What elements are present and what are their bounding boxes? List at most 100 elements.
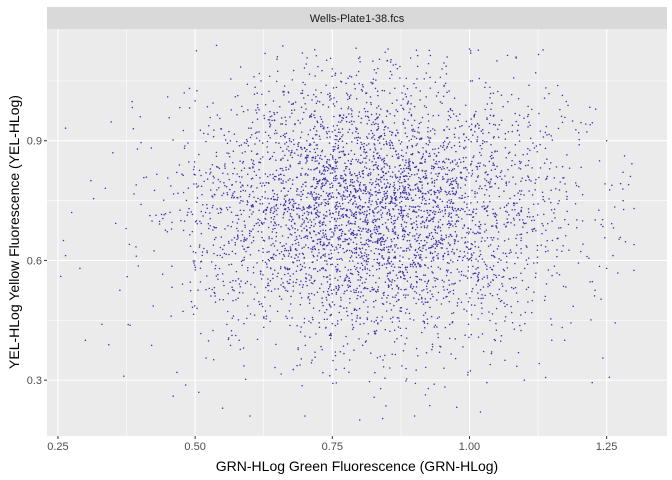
data-point (314, 151, 317, 154)
data-point (287, 91, 290, 93)
data-point (425, 352, 428, 354)
data-point (373, 252, 376, 255)
data-point (261, 259, 264, 262)
data-point (343, 207, 345, 210)
data-point (225, 186, 228, 188)
data-point (240, 260, 243, 263)
data-point (497, 261, 499, 263)
data-point (258, 109, 260, 111)
data-point (266, 251, 268, 253)
data-point (513, 194, 516, 197)
data-point (486, 117, 488, 119)
data-point (203, 180, 205, 183)
data-point (567, 223, 570, 226)
data-point (291, 317, 293, 319)
data-point (614, 322, 616, 324)
data-point (335, 220, 337, 222)
data-point (451, 208, 454, 211)
data-point (372, 300, 375, 303)
data-point (515, 252, 517, 254)
data-point (410, 223, 413, 226)
data-point (254, 132, 257, 134)
data-point (353, 265, 356, 268)
data-point (407, 186, 410, 189)
data-point (319, 157, 321, 159)
data-point (212, 102, 214, 104)
data-point (354, 211, 357, 214)
data-point (442, 176, 444, 178)
data-point (318, 252, 320, 254)
data-point (338, 239, 340, 241)
data-point (366, 268, 369, 270)
data-point (342, 216, 344, 218)
data-point (486, 214, 489, 217)
data-point (417, 186, 419, 189)
data-point (531, 228, 533, 231)
data-point (251, 213, 253, 215)
data-point (325, 237, 328, 240)
data-point (329, 213, 331, 216)
data-point (541, 191, 544, 193)
data-point (374, 87, 377, 90)
data-point (354, 220, 357, 223)
data-point (600, 298, 602, 300)
data-point (369, 195, 372, 197)
data-point (322, 190, 325, 193)
data-point (487, 205, 489, 207)
data-point (417, 187, 419, 190)
data-point (520, 161, 522, 163)
data-point (387, 294, 389, 297)
data-point (516, 365, 518, 368)
data-point (233, 289, 235, 292)
data-point (189, 281, 192, 283)
data-point (396, 277, 399, 279)
data-point (212, 329, 214, 332)
data-point (404, 93, 407, 95)
data-point (199, 267, 202, 270)
data-point (329, 57, 332, 60)
data-point (504, 305, 506, 308)
data-point (297, 241, 300, 244)
data-point (198, 246, 201, 248)
data-point (240, 186, 242, 188)
data-point (356, 266, 358, 269)
data-point (383, 247, 386, 249)
data-point (365, 155, 368, 157)
data-point (278, 295, 281, 298)
data-point (409, 57, 412, 59)
data-point (375, 180, 377, 183)
data-point (283, 245, 285, 247)
data-point (305, 158, 308, 160)
data-point (366, 287, 369, 290)
data-point (507, 101, 509, 103)
data-point (319, 238, 322, 240)
data-point (277, 272, 279, 274)
data-point (339, 229, 341, 231)
data-point (430, 246, 433, 249)
data-point (243, 142, 246, 144)
data-point (448, 141, 451, 143)
data-point (238, 283, 241, 285)
data-point (381, 302, 384, 305)
data-point (484, 263, 487, 266)
data-point (307, 246, 310, 249)
data-point (329, 197, 331, 200)
data-point (348, 193, 351, 196)
data-point (231, 239, 233, 241)
data-point (399, 307, 402, 309)
data-point (343, 170, 345, 172)
plot-panel (47, 29, 667, 436)
data-point (430, 315, 433, 318)
data-point (400, 225, 403, 228)
data-point (407, 178, 410, 180)
data-point (342, 177, 344, 179)
data-point (318, 162, 320, 164)
data-point (192, 260, 194, 262)
data-point (388, 246, 390, 248)
data-point (231, 317, 233, 319)
data-point (348, 96, 351, 98)
data-point (405, 198, 407, 201)
data-point (425, 199, 427, 202)
data-point (420, 256, 422, 259)
data-point (346, 284, 349, 286)
